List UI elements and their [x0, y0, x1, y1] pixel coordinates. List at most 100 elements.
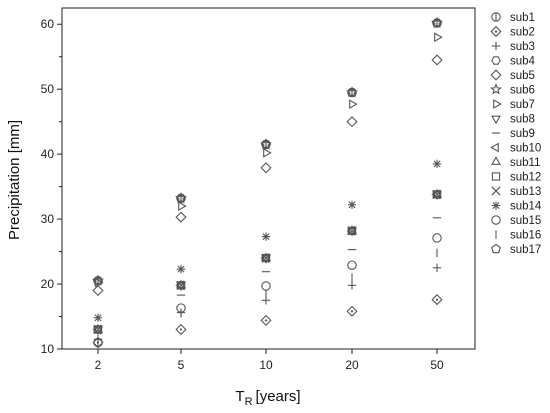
legend-marker [490, 69, 502, 81]
legend-marker [493, 99, 502, 109]
point-sub17-10 [261, 139, 271, 149]
point-sub12-50 [432, 190, 442, 199]
legend-marker [490, 25, 502, 38]
legend-label: sub6 [510, 85, 535, 97]
y-tick-label: 20 [41, 277, 55, 291]
legend-item-sub7: sub7 [493, 99, 535, 111]
point-sub2-50 [431, 294, 443, 306]
legend-marker [491, 115, 501, 125]
legend-item-sub10: sub10 [490, 142, 541, 155]
legend-label: sub12 [510, 172, 541, 184]
legend-label: sub9 [510, 128, 535, 140]
legend-item-sub4: sub4 [491, 56, 536, 68]
point-sub14-10 [261, 232, 271, 241]
x-axis-title-subscript: R [245, 396, 253, 408]
point-sub12-20 [347, 226, 357, 235]
legend-item-sub5: sub5 [490, 69, 535, 82]
point-sub5-20 [346, 116, 358, 128]
x-tick-label: 5 [178, 358, 185, 372]
legend-label: sub4 [510, 56, 536, 68]
point-sub5-5 [175, 211, 187, 223]
y-tick-label: 60 [41, 17, 55, 31]
y-tick-label: 10 [41, 342, 55, 356]
y-tick-label: 50 [41, 82, 55, 96]
legend: sub1 sub2 sub3 sub4 sub5 sub6 sub7 sub8 sub9 sub1… [490, 12, 542, 256]
point-sub5-10 [260, 162, 272, 174]
legend-item-sub14: sub14 [491, 201, 542, 213]
point-sub15-50 [432, 233, 442, 243]
point-sub7-5 [178, 201, 187, 212]
legend-marker [490, 83, 502, 95]
x-tick-label: 10 [259, 358, 273, 372]
legend-item-sub3: sub3 [491, 41, 535, 53]
point-sub7-20 [349, 99, 358, 110]
legend-marker [490, 142, 499, 153]
legend-item-sub17: sub17 [491, 243, 541, 256]
legend-label: sub11 [510, 157, 540, 169]
point-sub14-2 [93, 313, 103, 323]
point-sub14-50 [432, 159, 442, 169]
legend-label: sub3 [510, 41, 535, 53]
legend-item-sub8: sub8 [491, 114, 535, 126]
point-sub14-5 [176, 264, 186, 274]
plot-area-frame [61, 7, 476, 350]
legend-marker [491, 172, 501, 181]
point-sub13-2 [93, 324, 103, 335]
point-sub5-2 [92, 284, 104, 297]
legend-marker [491, 186, 501, 196]
legend-label: sub16 [510, 230, 541, 242]
y-tick-label: 30 [41, 212, 55, 226]
x-axis-title-main: T [235, 388, 244, 405]
legend-item-sub1: sub1 [491, 12, 535, 24]
point-sub7-10 [263, 147, 272, 158]
legend-item-sub9: sub9 [491, 128, 535, 140]
legend-label: sub13 [510, 186, 541, 198]
point-sub15-20 [347, 260, 357, 270]
legend-label: sub5 [510, 70, 535, 82]
x-axis-title: TR [years] [235, 388, 300, 408]
point-sub13-20 [347, 226, 357, 236]
x-tick-label: 20 [345, 358, 359, 372]
point-sub13-5 [176, 280, 186, 290]
point-sub7-50 [434, 32, 443, 43]
point-sub17-5 [176, 193, 186, 203]
legend-label: sub15 [510, 215, 541, 227]
legend-label: sub8 [510, 114, 535, 126]
legend-label: sub14 [510, 201, 542, 213]
legend-item-sub13: sub13 [491, 186, 541, 198]
y-axis-title: Precipitation [mm] [6, 120, 23, 240]
point-sub11-50 [432, 188, 442, 198]
legend-label: sub7 [510, 99, 535, 111]
legend-label: sub10 [510, 143, 541, 155]
point-sub12-5 [176, 281, 186, 290]
x-axis: 2 5 10 20 50 [95, 349, 444, 372]
point-sub3-50 [432, 263, 442, 273]
x-tick-label: 50 [430, 358, 444, 372]
y-axis: 10 20 30 40 50 60 [41, 17, 62, 356]
legend-item-sub11: sub11 [491, 156, 540, 169]
legend-marker [491, 56, 501, 65]
legend-marker [491, 215, 501, 225]
legend-label: sub17 [510, 244, 541, 256]
point-sub17-20 [347, 87, 357, 97]
legend-marker [491, 201, 501, 210]
legend-marker [491, 12, 501, 22]
legend-marker [491, 156, 501, 165]
legend-item-sub6: sub6 [490, 83, 535, 97]
legend-label: sub1 [510, 12, 535, 24]
point-sub11-20 [347, 225, 357, 234]
data-points [92, 16, 443, 349]
legend-item-sub2: sub2 [490, 25, 535, 39]
point-sub5-50 [431, 54, 443, 66]
legend-item-sub12: sub12 [491, 172, 541, 184]
legend-marker [491, 41, 501, 51]
point-sub2-5 [175, 323, 187, 336]
point-sub13-10 [261, 253, 271, 263]
point-sub11-10 [261, 252, 271, 261]
point-sub17-50 [432, 17, 442, 28]
point-sub2-20 [346, 305, 358, 317]
x-tick-label: 2 [95, 358, 102, 372]
legend-item-sub16: sub16 [495, 230, 541, 242]
point-sub14-20 [347, 200, 357, 210]
point-sub12-2 [93, 325, 103, 334]
